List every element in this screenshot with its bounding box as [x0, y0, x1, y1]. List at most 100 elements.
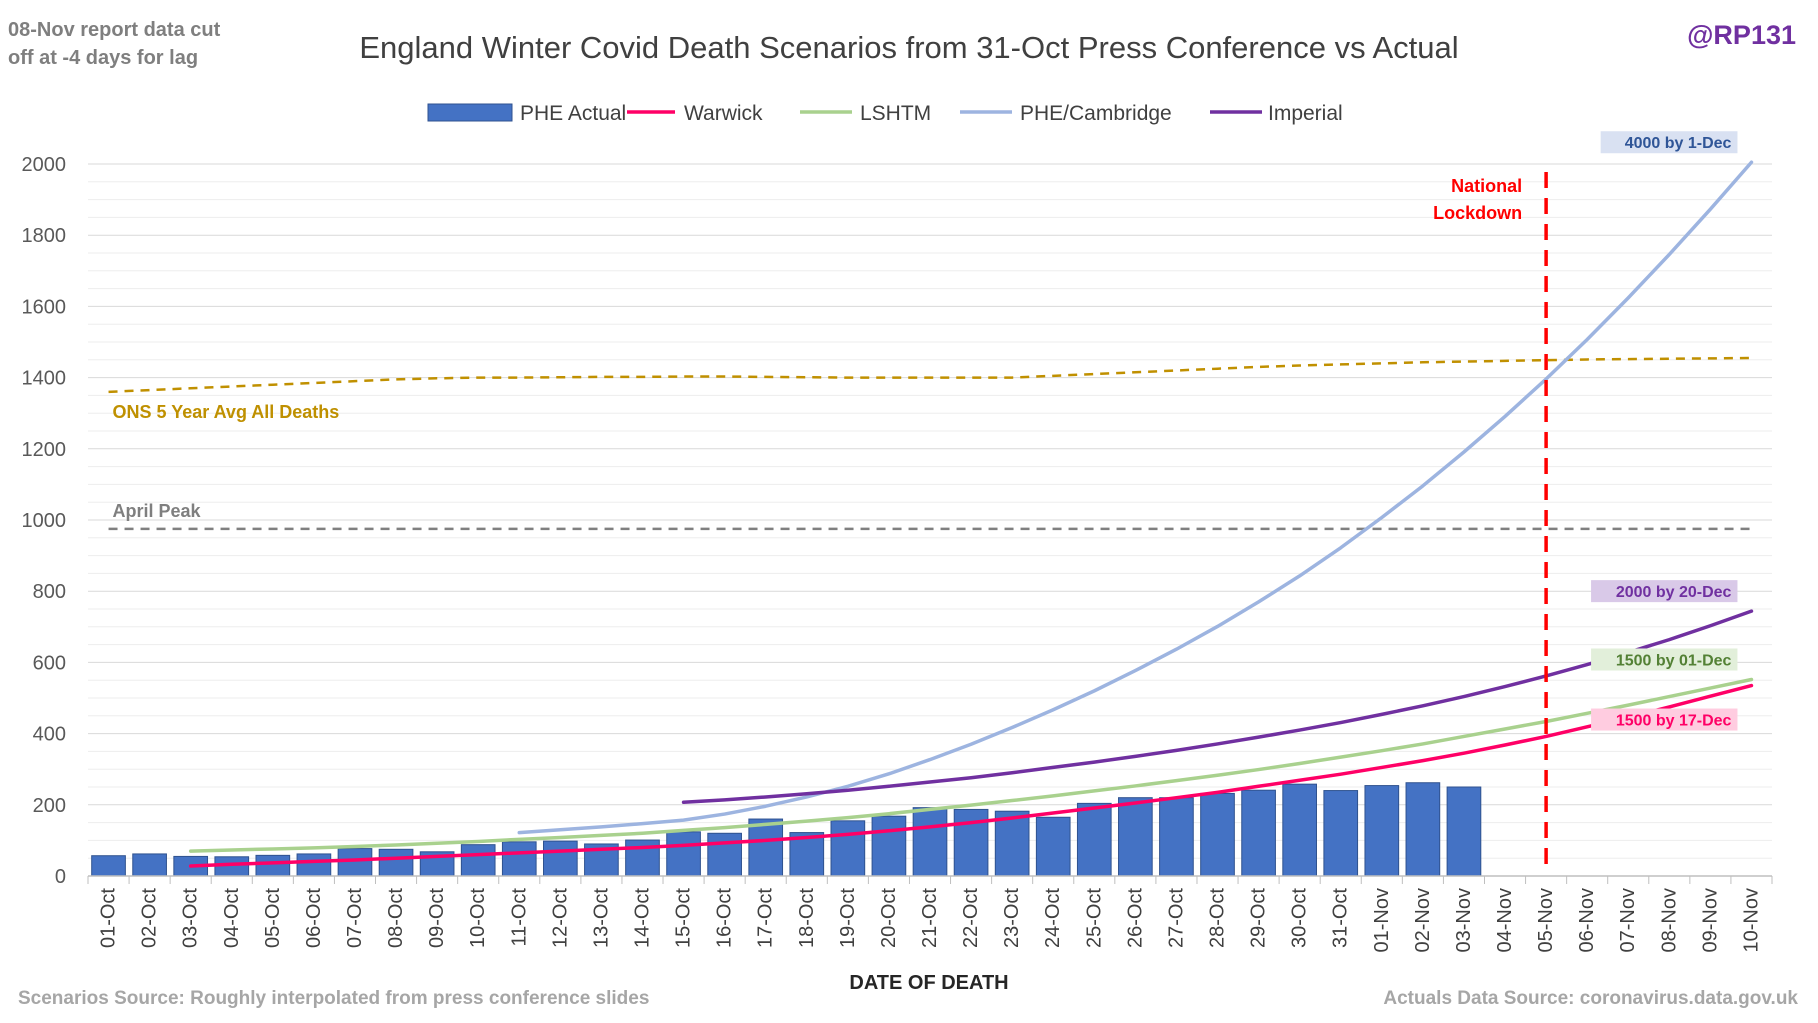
- x-tick-label: 04-Nov: [1494, 888, 1516, 952]
- x-tick-label: 09-Oct: [426, 888, 448, 948]
- x-tick-label: 05-Nov: [1535, 888, 1557, 952]
- x-tick-label: 27-Oct: [1165, 888, 1187, 948]
- bar-phe-actual: [1200, 792, 1235, 877]
- bar-phe-actual: [666, 831, 701, 877]
- end-label-bg-lshtm: [1591, 648, 1738, 671]
- series-line-lshtm: [188, 677, 1754, 853]
- y-tick-label: 1000: [22, 510, 67, 532]
- lockdown-label: National: [1451, 176, 1522, 196]
- x-tick-label: 15-Oct: [673, 888, 695, 948]
- twitter-handle: @RP131: [1687, 20, 1796, 50]
- footer-right: Actuals Data Source: coronavirus.data.go…: [1383, 988, 1798, 1009]
- bar-phe-actual: [912, 807, 948, 877]
- x-tick-label: 09-Nov: [1699, 888, 1721, 952]
- bar-phe-actual: [1159, 797, 1194, 877]
- x-tick-label: 13-Oct: [590, 888, 612, 948]
- x-tick-label: 12-Oct: [549, 888, 571, 948]
- bar-phe-actual: [830, 820, 866, 877]
- chart-title: England Winter Covid Death Scenarios fro…: [359, 30, 1458, 65]
- bar-phe-actual: [378, 848, 414, 877]
- x-tick-label: 06-Nov: [1576, 888, 1598, 952]
- x-tick-label: 25-Oct: [1083, 888, 1105, 948]
- bar-phe-actual: [543, 840, 578, 877]
- x-tick-label: 02-Nov: [1412, 888, 1434, 952]
- x-tick-label: 02-Oct: [139, 888, 161, 948]
- bar-phe-actual: [91, 855, 126, 877]
- y-tick-label: 1800: [22, 225, 67, 247]
- bar-phe-actual: [1076, 802, 1112, 877]
- end-label-phe-cambridge: 4000 by 1-Dec: [1625, 135, 1732, 152]
- note-line-2: off at -4 days for lag: [8, 47, 198, 69]
- x-tick-label: 06-Oct: [303, 888, 325, 948]
- legend-swatch-phe-actual: [427, 103, 513, 122]
- bar-phe-actual: [255, 854, 291, 877]
- x-tick-label: 03-Oct: [180, 888, 202, 948]
- bar-phe-actual: [132, 853, 167, 877]
- bar-phe-actual: [953, 808, 989, 877]
- x-tick-label: 10-Nov: [1740, 888, 1762, 952]
- ref-label-april-peak: April Peak: [113, 501, 202, 521]
- legend-label-phe-actual: PHE Actual: [520, 102, 626, 125]
- ref-line-ons-5-year-avg-all-deaths: [108, 356, 1752, 394]
- bar-phe-actual: [460, 844, 496, 877]
- legend-label-lshtm: LSHTM: [860, 102, 931, 125]
- x-tick-label: 14-Oct: [631, 888, 653, 948]
- x-tick-label: 04-Oct: [221, 888, 243, 948]
- bar-phe-actual: [1364, 785, 1400, 877]
- bar-phe-actual: [707, 832, 742, 877]
- bar-phe-actual: [871, 815, 907, 877]
- y-tick-label: 1400: [22, 368, 67, 390]
- x-tick-label: 20-Oct: [878, 888, 900, 948]
- y-tick-label: 2000: [22, 154, 67, 176]
- bar-phe-actual: [1323, 790, 1359, 877]
- x-tick-label: 28-Oct: [1207, 888, 1229, 948]
- x-tick-label: 01-Oct: [98, 888, 120, 948]
- x-tick-label: 05-Oct: [262, 888, 284, 948]
- x-tick-label: 07-Oct: [344, 888, 366, 948]
- x-tick-label: 26-Oct: [1124, 888, 1146, 948]
- x-tick-label: 10-Oct: [467, 888, 489, 948]
- bar-phe-actual: [296, 853, 332, 877]
- x-tick-label: 07-Nov: [1617, 888, 1639, 952]
- end-label-bg-warwick: [1591, 708, 1738, 731]
- bar-phe-actual: [1282, 783, 1317, 877]
- x-tick-label: 24-Oct: [1042, 888, 1064, 948]
- lockdown-label: Lockdown: [1433, 203, 1522, 223]
- x-tick-label: 11-Oct: [508, 888, 530, 947]
- y-tick-label: 0: [55, 866, 66, 888]
- bar-phe-actual: [501, 841, 537, 877]
- bar-phe-actual: [748, 818, 784, 877]
- legend-label-warwick: Warwick: [684, 102, 763, 125]
- y-tick-label: 400: [33, 724, 66, 746]
- x-tick-label: 31-Oct: [1330, 888, 1352, 948]
- bar-phe-actual: [1241, 789, 1276, 877]
- legend-label-imperial: Imperial: [1268, 102, 1343, 125]
- footer-left: Scenarios Source: Roughly interpolated f…: [18, 988, 649, 1009]
- x-tick-label: 19-Oct: [837, 888, 859, 948]
- end-label-bg-imperial: [1591, 580, 1738, 603]
- bar-phe-actual: [1446, 786, 1482, 877]
- bar-phe-actual: [1035, 816, 1071, 877]
- y-tick-label: 1600: [22, 296, 67, 318]
- end-label-lshtm: 1500 by 01-Dec: [1616, 652, 1732, 669]
- x-tick-label: 01-Nov: [1371, 888, 1393, 952]
- y-tick-label: 600: [33, 652, 66, 674]
- x-tick-label: 08-Oct: [385, 888, 407, 948]
- end-label-imperial: 2000 by 20-Dec: [1616, 584, 1732, 601]
- x-tick-label: 03-Nov: [1453, 888, 1475, 952]
- x-tick-label: 08-Nov: [1658, 888, 1680, 952]
- x-axis-title: DATE OF DEATH: [849, 972, 1008, 994]
- end-label-bg-phe-cambridge: [1600, 131, 1738, 154]
- x-tick-label: 22-Oct: [960, 888, 982, 948]
- series-line-warwick: [188, 683, 1754, 868]
- y-tick-label: 1200: [22, 439, 67, 461]
- x-tick-label: 17-Oct: [755, 888, 777, 948]
- series-line-phe-cambridge: [517, 160, 1754, 835]
- bar-phe-actual: [1118, 797, 1153, 877]
- x-tick-label: 16-Oct: [714, 888, 736, 948]
- bar-phe-actual: [337, 848, 373, 877]
- legend: PHE Actual Warwick LSHTM PHE/Cambridge I…: [427, 102, 1343, 125]
- x-tick-label: 18-Oct: [796, 888, 818, 948]
- ref-label-ons-5-year-avg-all-deaths: ONS 5 Year Avg All Deaths: [113, 402, 340, 422]
